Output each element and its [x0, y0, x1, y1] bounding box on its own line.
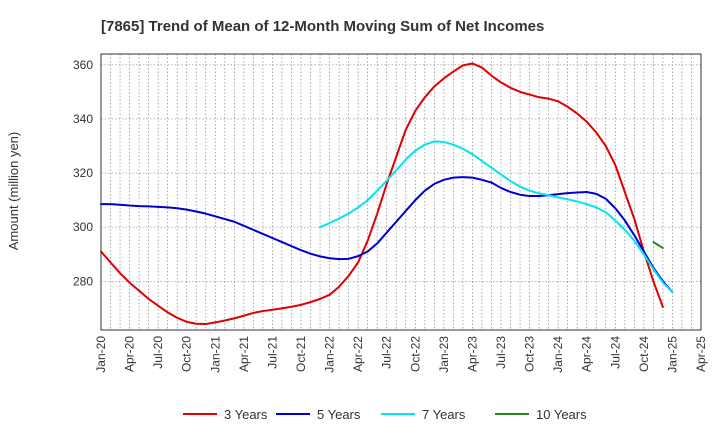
- grid: [101, 54, 701, 330]
- x-tick-label: Jan-22: [323, 336, 337, 373]
- y-tick-label: 320: [73, 166, 93, 180]
- x-tick-label: Oct-22: [408, 336, 422, 372]
- series-lines: [100, 62, 674, 326]
- series-line-5-years: [100, 176, 674, 294]
- x-tick-label: Apr-23: [465, 336, 479, 372]
- legend-label: 10 Years: [536, 407, 587, 422]
- chart-title: [7865] Trend of Mean of 12-Month Moving …: [101, 18, 544, 35]
- x-tick-label: Apr-22: [351, 336, 365, 372]
- x-tick-label: Apr-25: [694, 336, 708, 372]
- y-tick-label: 300: [73, 220, 93, 234]
- y-axis-label: Amount (million yen): [6, 132, 21, 251]
- series-line-3-years: [100, 62, 664, 326]
- x-tick-label: Jul-23: [494, 336, 508, 369]
- x-tick-label: Jul-21: [265, 336, 279, 369]
- x-tick-label: Jan-23: [437, 336, 451, 373]
- plot-frame: [100, 53, 702, 331]
- x-tick-label: Oct-24: [637, 336, 651, 372]
- y-tick-label: 340: [73, 112, 93, 126]
- x-tick-label: Jan-21: [208, 336, 222, 373]
- x-tick-label: Apr-20: [123, 336, 137, 372]
- legend-label: 7 Years: [422, 407, 466, 422]
- x-tick-label: Apr-21: [237, 336, 251, 372]
- legend: 3 Years 5 Years 7 Years 10 Years: [183, 407, 587, 422]
- series-line-10-years: [652, 241, 664, 250]
- x-tick-label: Oct-23: [523, 336, 537, 372]
- x-tick-label: Apr-24: [580, 336, 594, 372]
- x-tick-label: Oct-20: [180, 336, 194, 372]
- x-tick-label: Jan-20: [94, 336, 108, 373]
- x-tick-label: Jan-24: [551, 336, 565, 373]
- y-tick-label: 280: [73, 274, 93, 288]
- x-tick-label: Jul-20: [151, 336, 165, 369]
- x-tick-label: Oct-21: [294, 336, 308, 372]
- x-axis-ticks: Jan-20 Apr-20 Jul-20 Oct-20 Jan-21 Apr-21 Jul-…: [94, 336, 708, 373]
- series-line-7-years: [319, 140, 674, 294]
- legend-label: 3 Years: [224, 407, 268, 422]
- x-tick-label: Jul-24: [608, 336, 622, 369]
- legend-label: 5 Years: [317, 407, 361, 422]
- x-tick-label: Jan-25: [665, 336, 679, 373]
- y-axis-ticks: 280 300 320 340 360: [73, 58, 93, 288]
- y-tick-label: 360: [73, 58, 93, 72]
- x-tick-label: Jul-22: [380, 336, 394, 369]
